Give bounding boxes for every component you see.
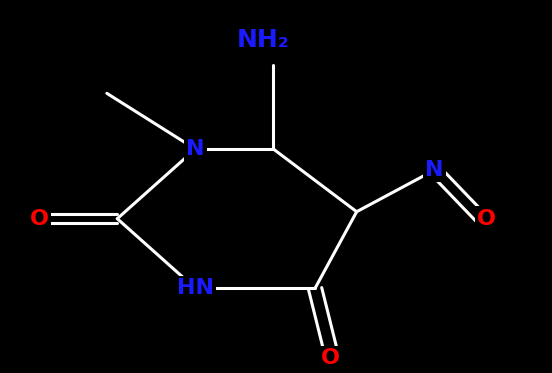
Text: N: N: [426, 160, 444, 180]
Text: O: O: [321, 348, 340, 368]
Text: O: O: [477, 209, 496, 229]
Text: NH₂: NH₂: [237, 28, 289, 51]
Text: O: O: [30, 209, 49, 229]
Text: HN: HN: [177, 278, 214, 298]
Text: N: N: [186, 139, 205, 159]
